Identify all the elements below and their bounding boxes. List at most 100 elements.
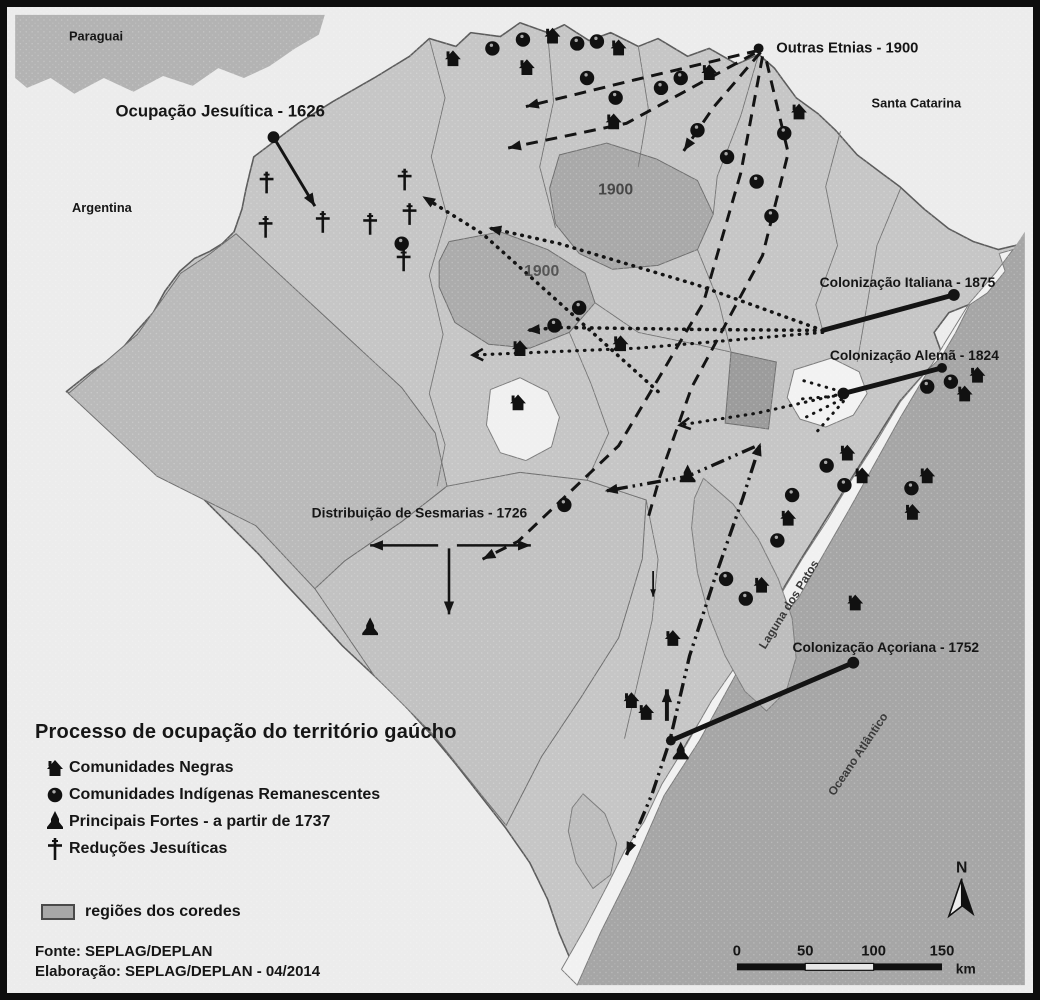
black-community-icon [638,704,655,720]
icon-highlight [489,43,494,47]
flow-endpoint-dot [665,735,676,746]
indigenous-community-icon [608,90,623,105]
black-community-icon [839,444,856,461]
outras-etnias-flow-3 [682,51,762,152]
map-title: Processo de ocupação do território gaúch… [35,721,457,743]
icon-highlight [723,574,727,578]
black-community-icon [612,335,629,352]
arrowhead [518,540,531,551]
indigenous-community-icon [749,174,764,189]
arrowhead [525,98,540,109]
legend-item-label: Principais Fortes - a partir de 1737 [69,812,331,830]
arrowhead [422,196,436,208]
icon-highlight [576,302,580,307]
indigenous-community-icon [547,318,562,333]
black-community-icon [701,64,718,80]
legend-item-principais-fortes: Principais Fortes - a partir de 1737 [35,808,535,835]
arrowhead [526,324,541,335]
migration-1900-west [525,324,825,335]
arrowhead [482,548,497,560]
icon-highlight [753,176,758,181]
black-community-icon [904,503,921,520]
flow-up-arrow [661,689,673,721]
fort-icon [672,741,689,760]
icon-highlight [584,73,588,77]
legend-item-coredes: regiões dos coredes [35,902,535,922]
acoriana-line [665,656,860,746]
alema-ray-4 [814,399,845,435]
icon-highlight [658,83,662,87]
coredes-label: regiões dos coredes [85,903,241,920]
indigenous-community-icon [904,480,919,496]
acoriana-north-flow [624,442,763,856]
indigenous-community-icon [571,300,587,315]
icon-highlight [612,92,617,97]
flow-down-arrow [650,570,657,597]
flow-endpoint-dot [947,288,960,301]
indigenous-community-icon [784,487,800,503]
indigenous-community-icon [569,36,585,51]
arrowhead [604,483,619,494]
indigenous-community-icon [718,571,734,587]
source-block: Fonte: SEPLAG/DEPLAN Elaboração: SEPLAG/… [35,942,535,982]
icon-highlight [743,593,747,598]
north-label: N [956,860,967,877]
icon-highlight [574,38,578,43]
black-community-icon [791,103,807,120]
sesmarias-arrow-west [370,540,439,551]
black-community-icon [623,692,640,709]
icon-highlight [781,128,785,132]
black-community-icon [512,340,528,357]
indigenous-community-icon [837,478,852,493]
colonizacao-alema-label: Colonização Alemã - 1824 [830,348,999,363]
santa-catarina-label: Santa Catarina [872,96,962,111]
indigenous-community-icon [738,591,753,606]
icon-highlight [924,381,928,386]
black-community-icon [35,756,69,780]
black-community-icon [780,509,797,526]
open-arrowhead [470,347,484,362]
icon-highlight [594,36,598,41]
sesmarias-arrow-south [443,548,455,615]
scale-tick-label: 150 [930,944,955,960]
icon-highlight [948,376,952,381]
arrowhead [751,442,762,457]
icon-highlight [694,125,699,129]
legend: Processo de ocupação do território gaúch… [35,721,535,982]
fort-icon [679,464,696,483]
black-community-icon [610,39,627,56]
ocupacao-jesuitica-label: Ocupação Jesuítica - 1626 [116,101,325,120]
scale-tick-label: 100 [861,944,886,960]
sesmarias-arrow-east [456,540,531,551]
black-community-icon [544,27,561,44]
icon-highlight [551,320,556,324]
arrowhead [443,601,455,615]
icon-highlight [399,238,403,243]
indigenous-community-icon [557,497,572,513]
icon-highlight [841,480,846,484]
legend-item-label: Comunidades Negras [69,758,234,776]
alema-open-west [677,391,845,431]
arrowhead [303,192,315,207]
indigenous-community-icon [394,236,409,251]
black-community-icon [510,394,526,411]
flow-endpoint-dot [937,362,947,373]
indigenous-community-icon [589,34,605,49]
legend-item-label: Comunidades Indígenas Remanescentes [69,785,381,803]
legend-item-reducoes-jesuiticas: Reduções Jesuíticas [35,835,535,862]
icon-highlight [520,34,524,39]
black-community-icon [847,594,864,611]
icon-highlight [774,535,779,539]
legend-item-comunidades-negras: Comunidades Negras [35,754,535,781]
indigenous-community-icon [47,787,63,802]
black-community-icon [956,385,973,402]
black-community-icon [445,50,461,67]
label-1900-north: 1900 [598,181,633,198]
arrowhead [661,689,673,703]
icon-highlight [561,500,566,504]
indigenous-community-icon [673,70,688,86]
alema-ray-2 [794,394,843,401]
map-icons [258,27,986,760]
indigenous-community-icon [653,80,669,96]
